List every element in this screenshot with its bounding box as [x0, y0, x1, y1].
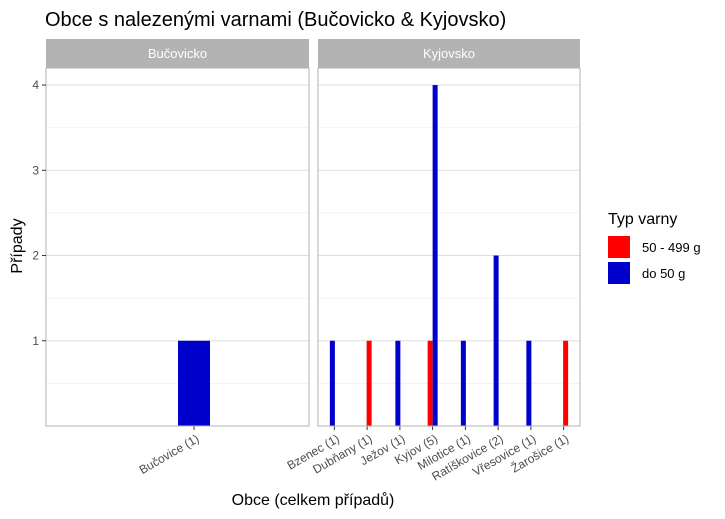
y-tick-label: 2	[32, 249, 39, 263]
bar-bucovice-1-do-50-g	[178, 340, 210, 426]
bar-kyjov-5-50-499-g	[427, 340, 433, 426]
legend-swatch-do-50-g	[608, 262, 630, 284]
bar-milotice-1-do-50-g	[460, 340, 466, 426]
bar-ratiskovice-2-do-50-g	[493, 255, 499, 426]
y-axis: 1 2 3 4	[32, 78, 46, 348]
y-tick-label: 3	[32, 163, 39, 177]
facet-strip	[318, 39, 580, 68]
bar-vresovice-1-do-50-g	[526, 340, 532, 426]
facet-strip-label: Bučovicko	[148, 46, 207, 61]
chart-title: Obce s nalezenými varnami (Bučovicko & K…	[45, 9, 506, 31]
bar-bzenec-1-do-50-g	[329, 340, 335, 426]
y-axis-title: Případy	[9, 218, 26, 273]
legend-swatch-50-499-g	[608, 236, 630, 258]
panel-border	[45, 67, 310, 427]
legend-label: 50 - 499 g	[642, 240, 701, 255]
facet-strip-label: Kyjovsko	[423, 46, 475, 61]
panel-border	[317, 67, 581, 427]
bar-zarosice-1-50-499-g	[563, 340, 569, 426]
bar-jezov-1-do-50-g	[395, 340, 401, 426]
x-tick-label: Bučovice (1)	[137, 431, 202, 476]
y-tick-label: 1	[32, 334, 39, 348]
legend-title: Typ varny	[608, 211, 677, 228]
legend: Typ varny 50 - 499 g do 50 g	[608, 211, 701, 284]
x-axis-title: Obce (celkem případů)	[232, 491, 395, 509]
facet-strip	[46, 39, 309, 68]
panel-bucovicko: Bučovicko Bučovice (1)	[45, 39, 310, 477]
legend-label: do 50 g	[642, 266, 685, 281]
bar-kyjov-5-do-50-g	[432, 85, 438, 427]
bar-dubnany-1-50-499-g	[366, 340, 372, 426]
y-tick-label: 4	[32, 78, 39, 92]
